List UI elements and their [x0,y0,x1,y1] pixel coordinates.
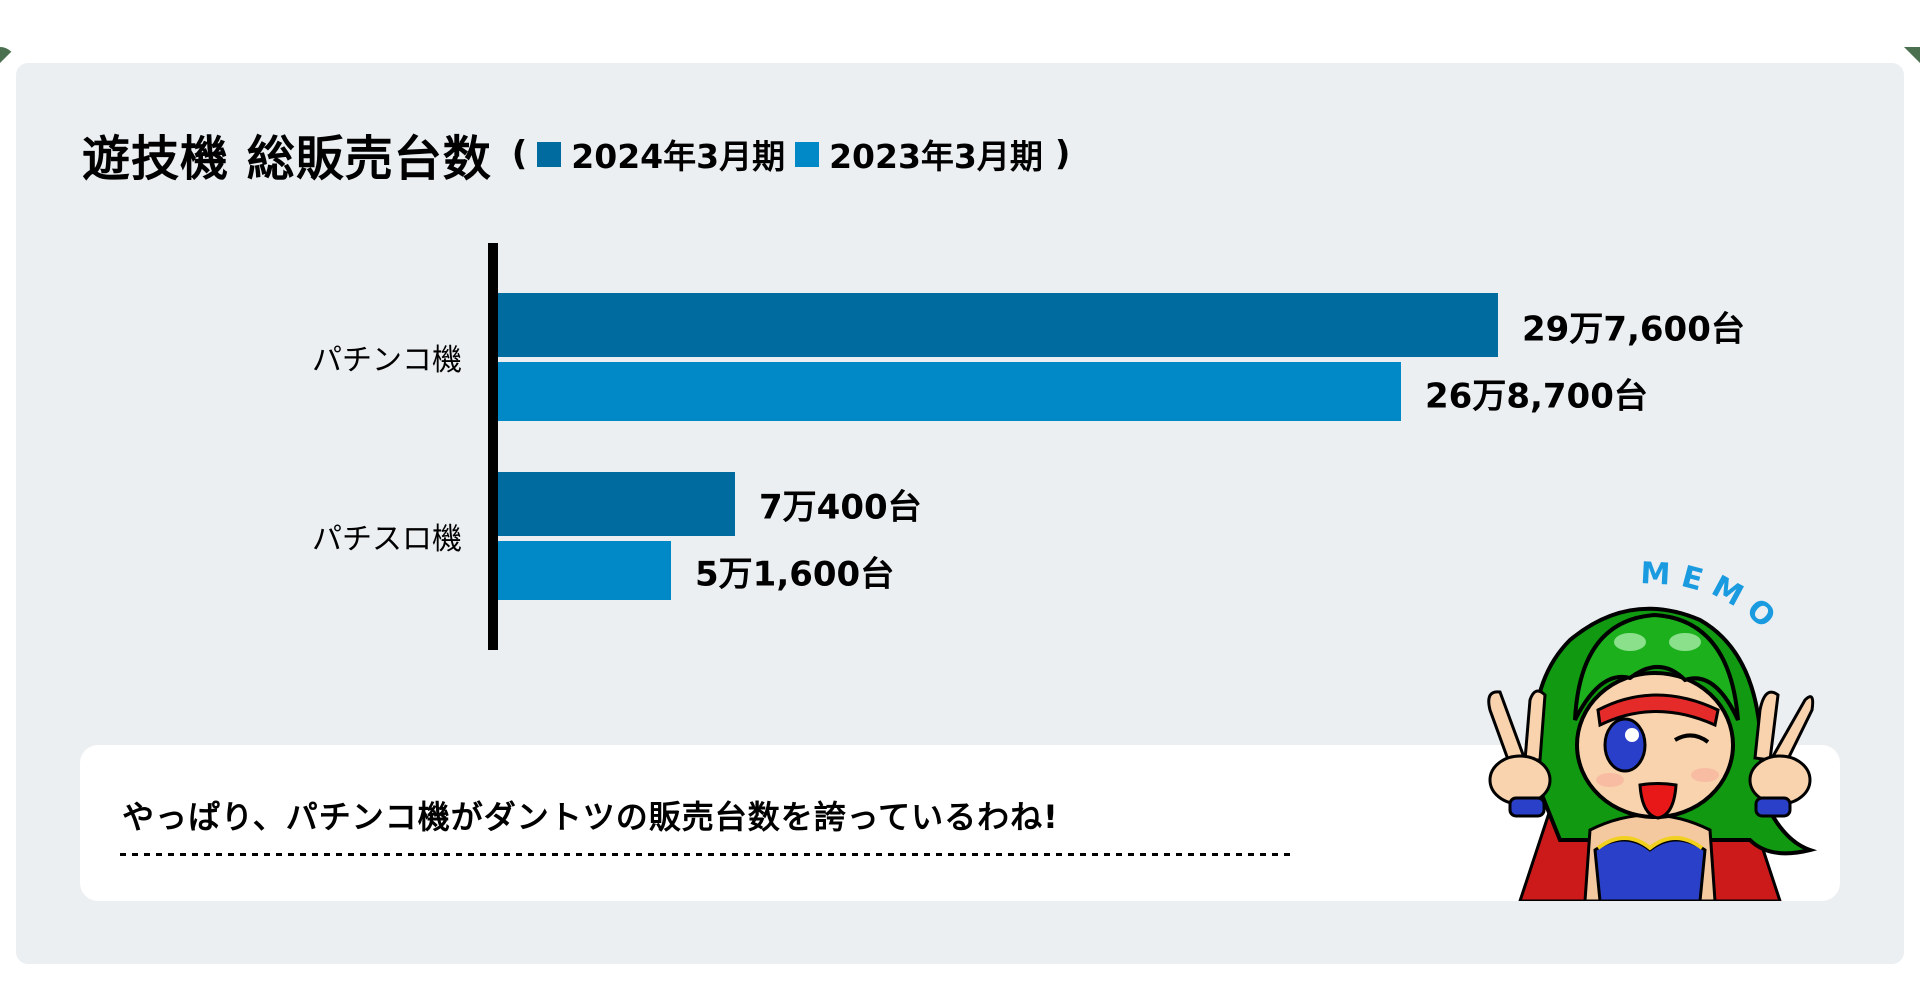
legend-label: 2023年3月期 [829,137,1043,176]
chart-title: 遊技機 総販売台数 [82,131,492,187]
corner-decoration-right [1904,47,1920,63]
memo-dotted-underline [120,853,1290,856]
bar-pachinko-2023 [498,362,1401,421]
value-label-pachinko-2024: 29万7,600台 [1522,309,1745,350]
legend-close-paren: ) [1054,134,1071,174]
bar-pachislot-2023 [498,541,671,600]
legend-swatch-icon [795,141,820,167]
value-label-pachislot-2023: 5万1,600台 [695,554,895,595]
bar-pachislot-2024 [498,472,735,536]
corner-decoration-left [0,47,16,63]
category-label-pachislot: パチスロ機 [312,522,462,557]
y-axis-line [488,243,498,650]
memo-text: やっぱり、パチンコ機がダントツの販売台数を誇っているわね! [122,798,1059,836]
value-label-pachislot-2024: 7万400台 [759,487,922,528]
value-label-pachinko-2023: 26万8,700台 [1425,376,1648,417]
legend-open-paren: ( [511,134,528,174]
legend-swatch-icon [537,141,562,167]
mascot-character-illustration: MEMO [1487,560,1818,901]
legend-item-2024: 2024年3月期 [533,130,785,178]
legend-label: 2024年3月期 [571,137,786,176]
chart-header: 遊技機 総販売台数 ( 2024年3月期 2023年3月期 ) [82,124,1077,187]
legend: ( 2024年3月期 2023年3月期 ) [506,130,1077,178]
category-label-pachinko: パチンコ機 [312,343,462,378]
legend-item-2023: 2023年3月期 [791,130,1043,178]
bar-pachinko-2024 [498,293,1498,357]
